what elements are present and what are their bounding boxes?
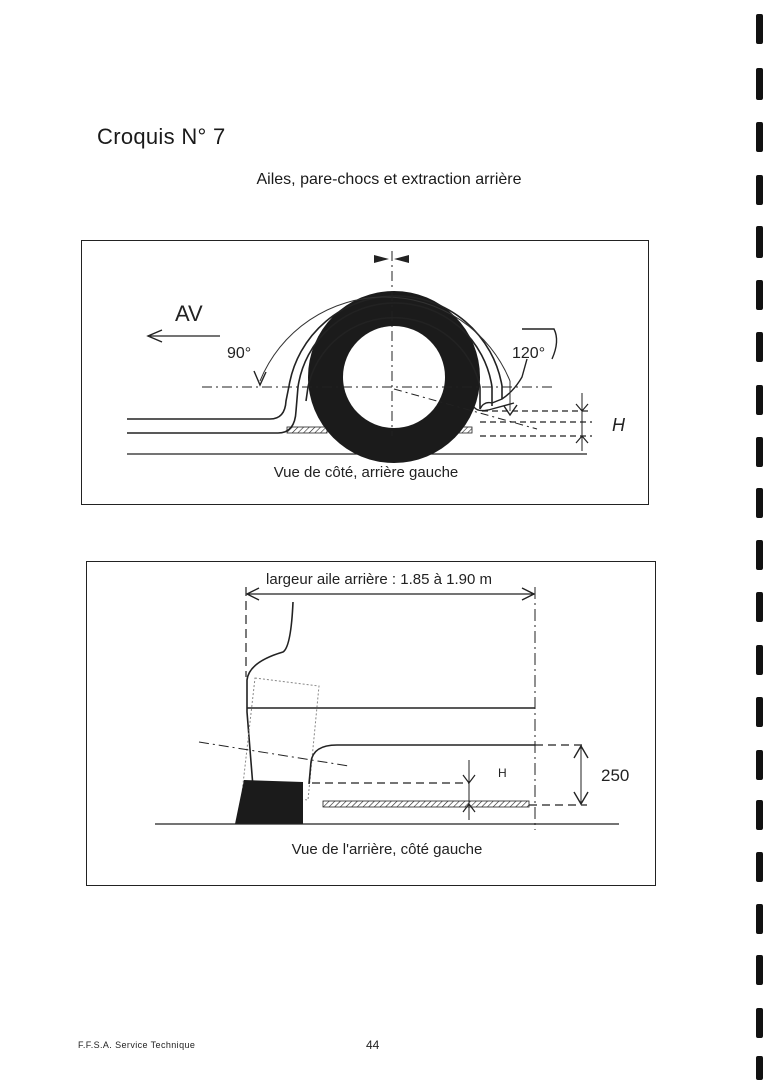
binding-mark: [756, 1008, 763, 1038]
rear-view-figure: largeur aile arrière : 1.85 à 1.90 m H 2…: [86, 561, 656, 886]
binding-mark: [756, 488, 763, 518]
body-sill-outer: [127, 295, 503, 420]
dim-250-arrow-bottom: [573, 791, 589, 806]
angle-arc-front-arrow: [253, 370, 267, 387]
angle-front-label: 90°: [227, 345, 251, 362]
top-arrow-left: [374, 255, 389, 263]
binding-mark: [756, 955, 763, 985]
binding-mark: [756, 592, 763, 622]
binding-mark: [756, 332, 763, 362]
height-label: H: [612, 415, 626, 435]
page-subtitle: Ailes, pare-chocs et extraction arrière: [256, 171, 522, 188]
binding-edge: [752, 0, 764, 1080]
body-sill-inner: [127, 302, 493, 434]
dim-250-arrow-top: [573, 744, 589, 759]
body-side-contour: [246, 601, 294, 788]
extraction-strip: [322, 800, 530, 808]
binding-mark: [756, 800, 763, 830]
binding-mark: [756, 385, 763, 415]
binding-mark: [756, 175, 763, 205]
rear-view-drawing: largeur aile arrière : 1.85 à 1.90 m H 2…: [155, 571, 629, 858]
angle-rear-label: 120°: [512, 345, 545, 362]
inclined-line: [393, 388, 538, 430]
binding-mark: [756, 645, 763, 675]
binding-mark: [756, 1056, 763, 1080]
side-view-figure: AV 90° 120° H Vue de côté, arrière gauch…: [81, 240, 649, 505]
angle-arc-rear-arrow: [503, 404, 518, 417]
binding-mark: [756, 14, 763, 44]
binding-mark: [756, 68, 763, 100]
binding-mark: [756, 852, 763, 882]
wheel-rim: [343, 326, 445, 428]
inclined-line: [198, 741, 350, 767]
page-title: Croquis N° 7: [97, 124, 226, 149]
side-view-drawing: AV 90° 120° H Vue de côté, arrière gauch…: [127, 251, 626, 481]
angle-120-bracket: [522, 328, 558, 360]
side-view-caption: Vue de côté, arrière gauche: [274, 464, 459, 481]
h-arrow-top: [575, 403, 589, 412]
tire: [235, 780, 303, 824]
h-arrow-bottom: [462, 803, 476, 813]
binding-mark: [756, 904, 763, 934]
binding-mark: [756, 280, 763, 310]
extraction-strip-front: [286, 426, 328, 434]
binding-mark: [756, 540, 763, 570]
binding-mark: [756, 750, 763, 780]
av-label: AV: [175, 301, 203, 326]
page-number: 44: [366, 1038, 380, 1052]
fender-edge: [308, 744, 535, 785]
binding-mark: [756, 226, 763, 258]
binding-mark: [756, 122, 763, 152]
dimension-250-label: 250: [601, 766, 629, 785]
h-arrow-bottom: [575, 435, 589, 444]
rear-bumper-lower: [473, 402, 515, 412]
wheel-arch-inner: [305, 316, 481, 409]
binding-mark: [756, 437, 763, 467]
rear-view-caption: Vue de l'arrière, côté gauche: [292, 841, 483, 858]
rear-bumper: [479, 358, 528, 410]
av-arrow-head: [146, 329, 163, 343]
height-label: H: [498, 766, 507, 780]
angle-arc: [259, 296, 511, 382]
top-arrow-right: [394, 255, 409, 263]
h-arrow-top: [462, 774, 476, 784]
binding-mark: [756, 697, 763, 727]
width-arrow-right: [521, 587, 536, 601]
width-label: largeur aile arrière : 1.85 à 1.90 m: [266, 571, 492, 588]
width-arrow-left: [245, 587, 260, 601]
footer-service-label: F.F.S.A. Service Technique: [78, 1040, 196, 1050]
